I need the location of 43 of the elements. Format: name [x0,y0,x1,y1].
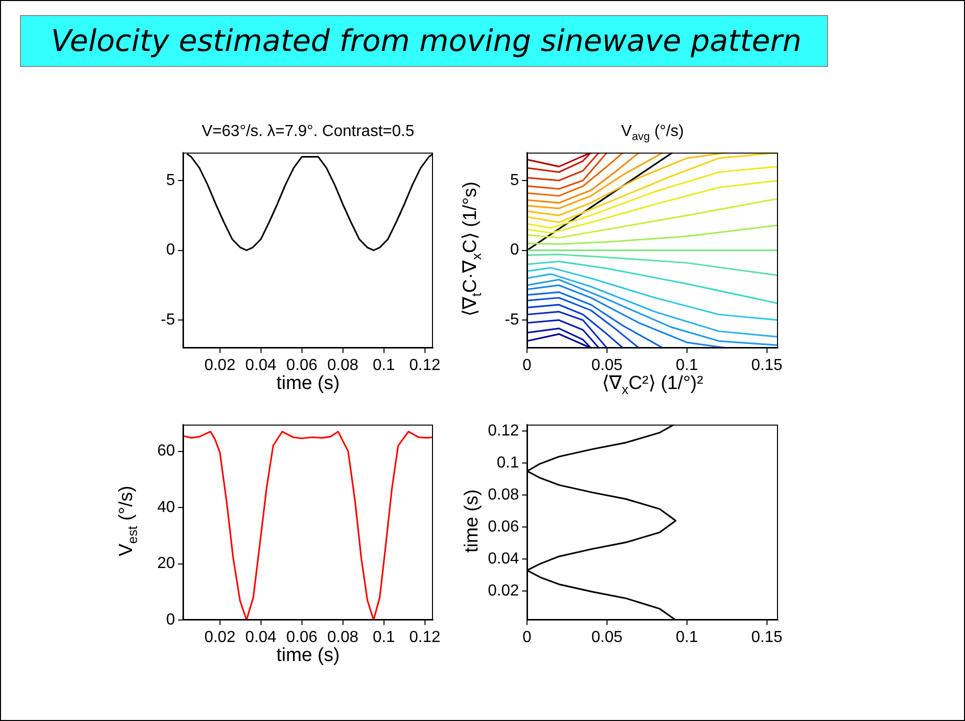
x-axis-title: time (s) [275,645,341,666]
y-tick-label: 20 [157,555,176,572]
x-tick-label: 0 [522,629,532,646]
chart-title: V=63°/s. λ=7.9°. Contrast=0.5 [200,123,416,140]
x-tick-label: 0.1 [676,357,698,374]
x-tick-label: 0.08 [327,629,359,646]
x-tick-label: 0.05 [591,629,623,646]
x-tick-label: 0.06 [286,357,318,374]
x-tick-label: 0.05 [591,357,623,374]
y-tick-label: 0.02 [488,582,520,600]
x-tick-label: 0.12 [409,357,440,374]
x-tick-label: 0.02 [204,357,236,374]
x-tick-label: 0.1 [676,629,698,646]
y-axis-title: time (s) [462,489,482,553]
x-tick-label: 0.06 [286,629,318,646]
y-tick-label: 0.1 [496,454,520,472]
y-tick-label: 0.12 [488,422,520,440]
y-tick-label: 5 [166,172,176,189]
x-tick-label: 0.04 [245,629,277,646]
y-tick-label: 0.04 [488,550,520,568]
x-tick-label: 0.12 [409,629,440,646]
x-tick-label: 0.15 [751,629,782,646]
chart-title: V$_{avg}$ (°/s) [620,123,685,144]
x-axis-title: time (s) [275,373,341,394]
x-tick-label: 0.15 [751,357,782,374]
y-tick-label: 0.08 [488,486,520,504]
y-tick-label: 0 [166,611,176,628]
y-tick-label: 60 [157,442,176,460]
x-axis-title: ⟨∇$_{x}$C²⟩ (1/°)² [600,373,704,397]
x-tick-label: 0.1 [372,357,396,374]
y-tick-label: -5 [160,311,176,328]
y-tick-label: 0 [166,242,176,259]
y-tick-label: 5 [510,172,520,189]
x-tick-label: 0.1 [372,629,396,646]
x-tick-label: 0 [522,357,532,374]
text: Velocity estimated from moving sinewave pattern [51,24,802,59]
x-tick-label: 0.08 [327,357,359,374]
y-tick-label: 0 [510,242,520,259]
x-tick-label: 0.02 [204,629,236,646]
y-tick-label: -5 [504,311,520,328]
y-tick-label: 40 [157,498,176,516]
y-tick-label: 0.06 [488,518,520,536]
x-tick-label: 0.04 [245,357,277,374]
